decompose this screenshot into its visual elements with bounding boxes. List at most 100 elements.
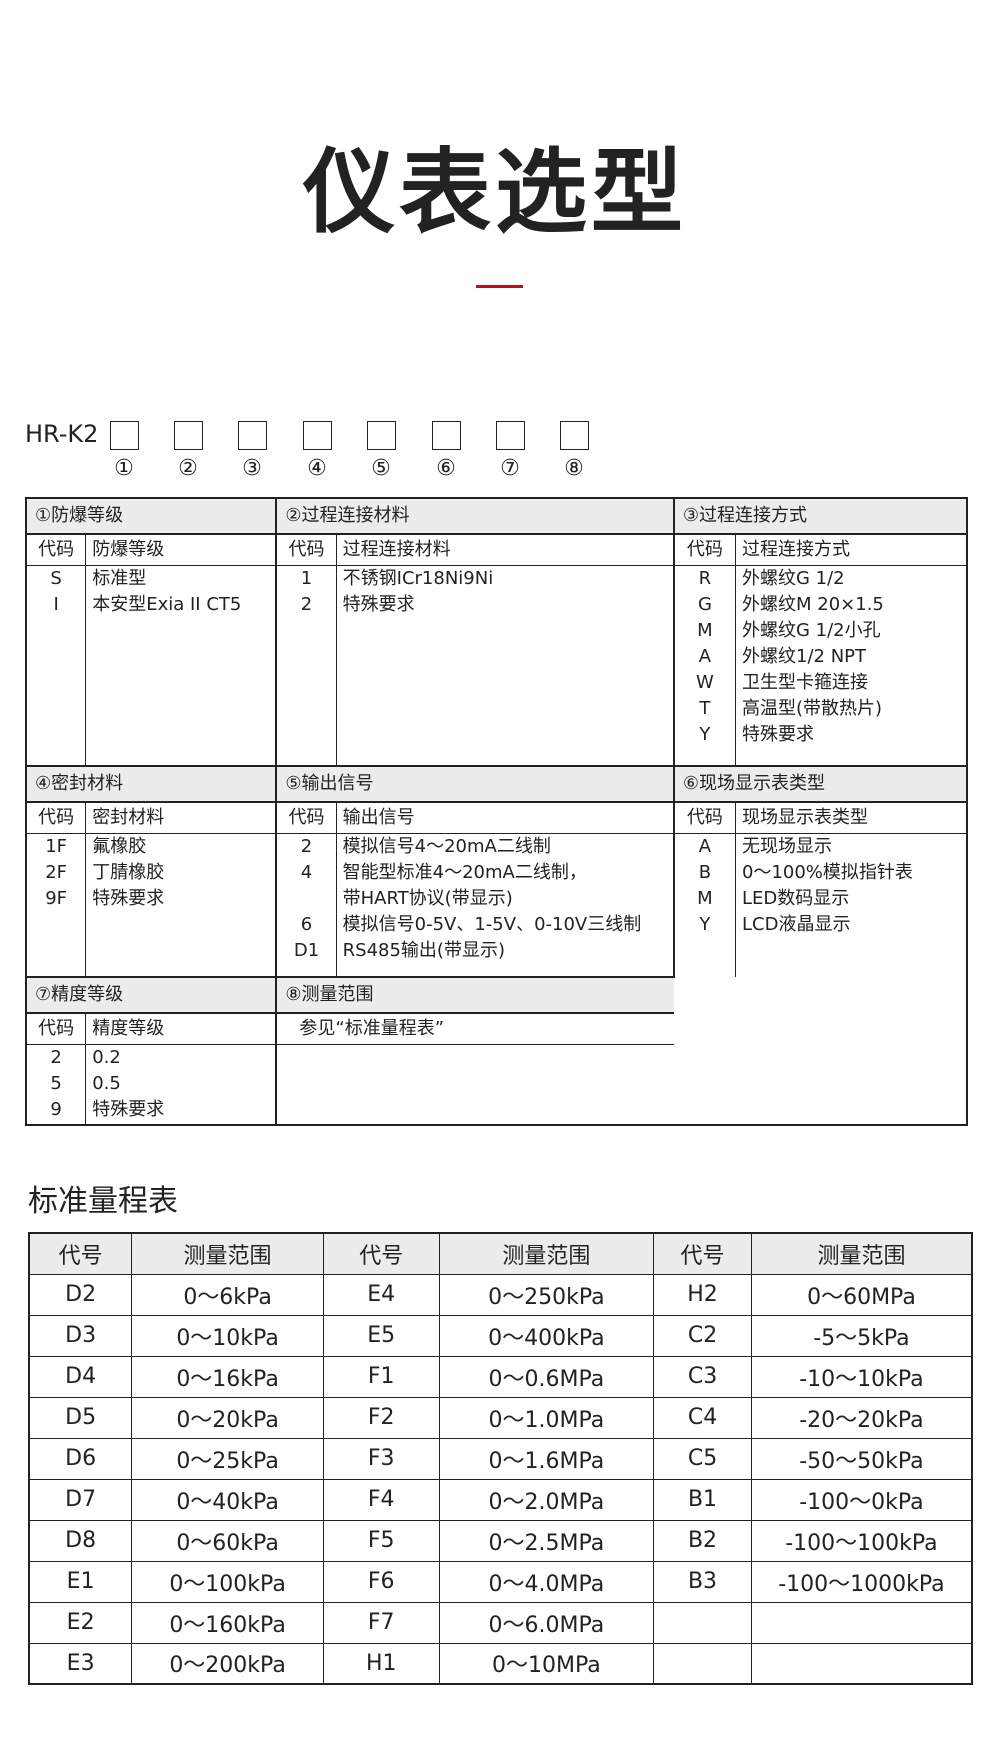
slot-number: ⑦ xyxy=(500,456,520,481)
option-desc: LED数码显示 xyxy=(742,887,850,909)
table-row: D7 0～40kPa F4 0～2.0MPa B1 -100～0kPa xyxy=(28,1478,973,1521)
range-cell: 0～0.6MPa xyxy=(438,1355,655,1398)
option-desc: 丁腈橡胶 xyxy=(92,861,165,883)
desc-header: 过程连接方式 xyxy=(735,534,967,566)
column-header: 测量范围 xyxy=(750,1232,973,1275)
section-body-row: 2 5 9 0.2 0.5 特殊要求 xyxy=(26,1044,967,1125)
code-cell: C2 xyxy=(653,1314,752,1357)
option-code: 6 xyxy=(300,913,313,935)
range-cell: 0～2.0MPa xyxy=(438,1478,655,1521)
table-row: D5 0～20kPa F2 0～1.0MPa C4 -20～20kPa xyxy=(28,1396,973,1439)
range-cell: 0～16kPa xyxy=(131,1355,324,1398)
option-code: 2 xyxy=(50,1047,62,1068)
range-cell: -100～100kPa xyxy=(750,1519,973,1562)
section-title: ⑥现场显示表类型 xyxy=(672,764,967,803)
option-code: A xyxy=(698,835,712,857)
column-header: 测量范围 xyxy=(131,1232,324,1275)
code-cell: D8 xyxy=(28,1519,133,1562)
range-cell: -20～20kPa xyxy=(750,1396,973,1439)
desc-column: 模拟信号4～20mA二线制 智能型标准4～20mA二线制， 带HART协议(带显示)… xyxy=(335,833,674,977)
option-desc: 特殊要求 xyxy=(742,724,814,745)
desc-column: 标准型 本安型Exia II CT5 xyxy=(85,565,277,766)
range-cell: 0～10MPa xyxy=(438,1642,655,1685)
option-desc: 0.2 xyxy=(92,1047,121,1068)
code-slot-box xyxy=(238,421,267,450)
option-code: M xyxy=(697,887,713,909)
desc-header: 输出信号 xyxy=(335,801,674,834)
option-desc: 0～100%模拟指针表 xyxy=(742,861,913,883)
code-cell: E5 xyxy=(322,1314,440,1357)
range-cell: -10～10kPa xyxy=(750,1355,973,1398)
column-header-row: 代码 密封材料 代码 输出信号 代码 现场显示表类型 xyxy=(26,801,967,834)
code-cell: D5 xyxy=(28,1396,133,1439)
option-desc: 外螺纹G 1/2小孔 xyxy=(742,620,881,641)
model-prefix: HR-K2 xyxy=(25,420,99,448)
section-title: ⑦精度等级 xyxy=(26,976,277,1014)
code-column: 1F 2F 9F xyxy=(26,833,86,977)
code-slot-box xyxy=(496,421,525,450)
desc-column: 外螺纹G 1/2 外螺纹M 20×1.5 外螺纹G 1/2小孔 外螺纹1/2 NPT 卫… xyxy=(735,565,967,766)
range-cell: 0～60kPa xyxy=(131,1519,324,1562)
range-cell: 0～25kPa xyxy=(131,1437,324,1480)
slot-number: ② xyxy=(178,456,198,481)
code-cell: E4 xyxy=(322,1273,440,1316)
section-title: ⑧测量范围 xyxy=(275,976,674,1014)
code-column: 2 4 6 D1 xyxy=(275,833,337,977)
code-cell: F3 xyxy=(322,1437,440,1480)
range-cell: 0～6kPa xyxy=(131,1273,324,1316)
option-code: T xyxy=(699,698,711,719)
option-desc: 特殊要求 xyxy=(92,1099,165,1120)
section-header-row: ①防爆等级 ②过程连接材料 ③过程连接方式 xyxy=(26,497,967,535)
range-cell: 0～1.6MPa xyxy=(438,1437,655,1480)
column-header-row: 代码 防爆等级 代码 过程连接材料 代码 过程连接方式 xyxy=(26,534,967,566)
code-cell: D2 xyxy=(28,1273,133,1316)
desc-column: 氟橡胶 丁腈橡胶 特殊要求 xyxy=(85,833,277,977)
page-title: 仪表选型 xyxy=(302,139,687,246)
code-cell: B1 xyxy=(653,1478,752,1521)
option-desc: 特殊要求 xyxy=(342,594,415,615)
range-cell: 0～160kPa xyxy=(131,1601,324,1644)
range-cell: 0～400kPa xyxy=(438,1314,655,1357)
column-header: 代号 xyxy=(322,1232,440,1275)
range-cell xyxy=(750,1601,973,1644)
option-code: 2F xyxy=(45,861,68,883)
desc-header: 防爆等级 xyxy=(85,534,277,566)
option-code: Y xyxy=(699,913,711,935)
option-code: 5 xyxy=(50,1073,62,1094)
desc-header: 现场显示表类型 xyxy=(735,801,967,834)
option-code xyxy=(283,886,329,912)
code-cell: E3 xyxy=(28,1642,133,1685)
slot-number: ⑧ xyxy=(564,456,584,481)
code-cell: C4 xyxy=(653,1396,752,1439)
code-cell: H1 xyxy=(322,1642,440,1685)
code-cell: F4 xyxy=(322,1478,440,1521)
range-cell: 0～100kPa xyxy=(131,1560,324,1603)
option-desc: 智能型标准4～20mA二线制， xyxy=(342,861,587,883)
range-cell: 0～250kPa xyxy=(438,1273,655,1316)
code-header: 代码 xyxy=(26,1013,86,1045)
desc-column: 不锈钢ICr18Ni9Ni 特殊要求 xyxy=(335,565,674,766)
option-desc: 外螺纹1/2 NPT xyxy=(742,646,867,667)
column-header: 测量范围 xyxy=(438,1232,655,1275)
code-cell: C3 xyxy=(653,1355,752,1398)
range-cell: 0～4.0MPa xyxy=(438,1560,655,1603)
desc-column: 0.2 0.5 特殊要求 xyxy=(85,1044,277,1125)
code-slot-box xyxy=(303,421,332,450)
range-cell: -100～1000kPa xyxy=(750,1560,973,1603)
code-cell: F7 xyxy=(322,1601,440,1644)
section-title: ③过程连接方式 xyxy=(672,497,967,535)
code-slot-box xyxy=(367,421,396,450)
range-cell: -5～5kPa xyxy=(750,1314,973,1357)
option-desc: 本安型Exia II CT5 xyxy=(92,594,242,615)
section-title: ①防爆等级 xyxy=(26,497,277,535)
option-code: 4 xyxy=(300,861,313,883)
range-cell: 0～2.5MPa xyxy=(438,1519,655,1562)
title-underline xyxy=(476,285,523,288)
range-cell: 0～20kPa xyxy=(131,1396,324,1439)
option-desc: RS485输出(带显示) xyxy=(342,939,505,961)
option-code: A xyxy=(698,646,712,667)
